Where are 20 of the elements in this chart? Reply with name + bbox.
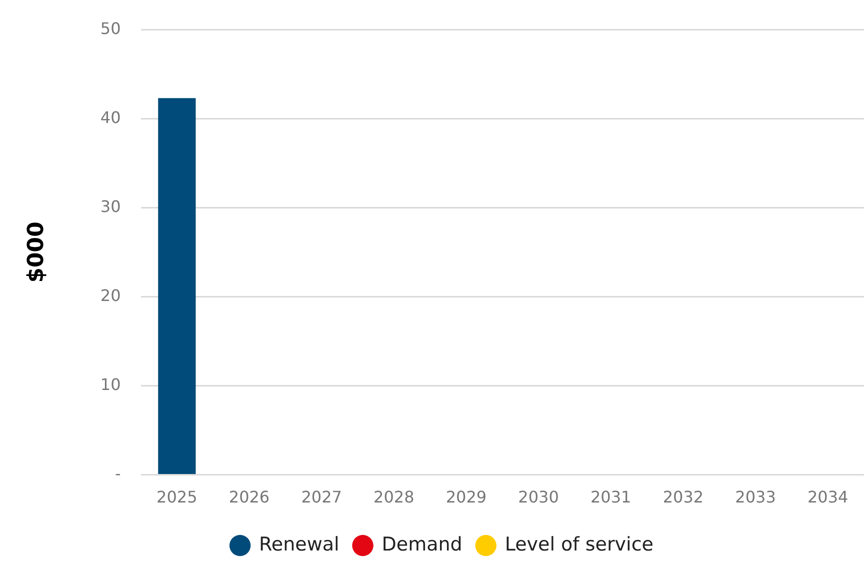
x-tick-label: 2028 [374,488,414,507]
y-tick-label: 50 [100,18,121,38]
x-tick-label: 2031 [590,488,632,507]
y-tick-label: 20 [100,286,121,305]
legend-label: Level of service [504,533,654,556]
x-tick-label: 2032 [662,488,704,507]
y-tick-label: 10 [100,374,121,394]
legend-label: Renewal [259,533,340,556]
y-tick-label: 40 [100,108,121,127]
y-tick-label: 30 [100,196,121,216]
x-tick-label: 2029 [446,488,487,507]
legend-label: Demand [382,533,462,556]
x-tick-label: 2033 [735,488,776,507]
x-tick-label: 2034 [807,488,848,507]
x-tick-label: 2030 [518,488,559,507]
y-tick-label: - [114,464,121,483]
x-tick-label: 2026 [228,488,270,507]
x-tick-label: 2027 [301,488,342,507]
x-tick-label: 2025 [156,488,198,507]
y-axis-title: $000 [24,222,49,283]
